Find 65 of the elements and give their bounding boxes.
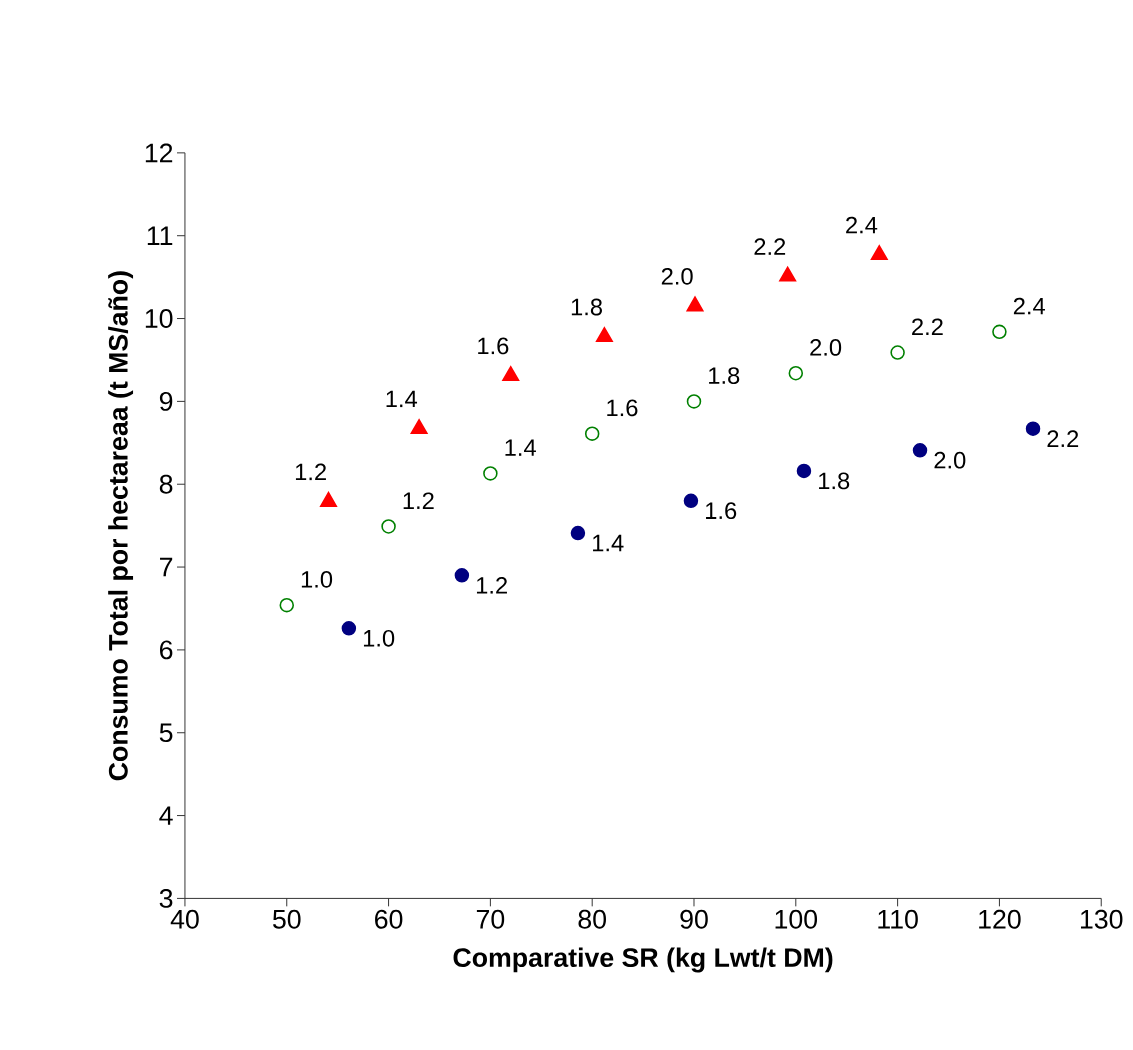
point	[570, 525, 586, 541]
x-tick-label: 60	[375, 909, 403, 929]
point	[912, 442, 928, 458]
point	[890, 345, 905, 360]
y-tick-label: 10	[145, 308, 173, 328]
annotation: 1.2	[295, 463, 326, 480]
annotation: 1.0	[301, 570, 333, 588]
x-tick-label: 130	[1080, 909, 1123, 929]
annotation: 1.0	[363, 629, 395, 647]
x-tick-label: 120	[979, 909, 1021, 929]
y-axis-title: Consumo Total por hectareaa (t MS/año)	[108, 271, 134, 781]
point	[686, 296, 704, 312]
x-tick-label: 50	[272, 909, 301, 929]
annotation: 2.2	[1047, 430, 1079, 447]
point	[410, 418, 428, 434]
y-tick-label: 3	[159, 888, 173, 908]
annotation: 2.0	[661, 267, 693, 285]
annotation: 1.2	[476, 576, 507, 594]
y-tick-label: 12	[145, 143, 173, 163]
y-tick-label: 5	[159, 723, 173, 742]
annotation: 2.4	[1013, 297, 1046, 315]
y-tick-label: 7	[160, 557, 173, 577]
y-tick-label: 8	[159, 474, 173, 494]
y-tick-label: 9	[159, 391, 173, 411]
point	[454, 567, 470, 583]
point	[584, 426, 600, 441]
point	[1025, 421, 1041, 436]
annotation: 2.0	[934, 451, 966, 469]
annotation: 2.4	[846, 216, 878, 234]
x-tick-label: 70	[476, 909, 505, 929]
point	[502, 365, 520, 381]
annotation: 1.4	[505, 439, 536, 456]
annotation: 1.8	[819, 472, 850, 490]
annotation: 1.4	[386, 390, 418, 407]
x-tick-label: 40	[170, 909, 199, 929]
y-tick-label: 4	[159, 806, 173, 825]
point	[686, 394, 702, 409]
annotation: 2.2	[754, 238, 786, 255]
y-tick-label: 11	[147, 226, 173, 245]
annotation: 1.8	[571, 298, 602, 316]
annotation: 1.6	[607, 399, 638, 417]
point	[796, 463, 812, 479]
point	[992, 324, 1007, 339]
y-tick-label: 6	[160, 640, 173, 660]
annotation: 1.2	[403, 492, 434, 509]
point	[683, 493, 699, 508]
annotation: 1.8	[709, 367, 740, 384]
point	[341, 620, 357, 636]
point	[595, 326, 613, 342]
annotation: 1.6	[478, 337, 509, 355]
annotation: 2.0	[810, 338, 842, 356]
point	[788, 365, 804, 381]
x-tick-label: 80	[578, 909, 606, 929]
point	[779, 266, 797, 282]
x-axis-title: Comparative SR (kg Lwt/t DM)	[453, 947, 833, 973]
annotation: 2.2	[912, 318, 943, 335]
point	[381, 519, 396, 534]
point	[870, 244, 888, 260]
annotation: 1.6	[706, 502, 737, 519]
annotation: 1.4	[593, 534, 624, 552]
x-tick-label: 110	[878, 909, 918, 929]
point	[279, 597, 294, 613]
x-tick-label: 90	[680, 909, 708, 929]
point	[483, 466, 498, 481]
x-tick-label: 100	[775, 909, 818, 929]
